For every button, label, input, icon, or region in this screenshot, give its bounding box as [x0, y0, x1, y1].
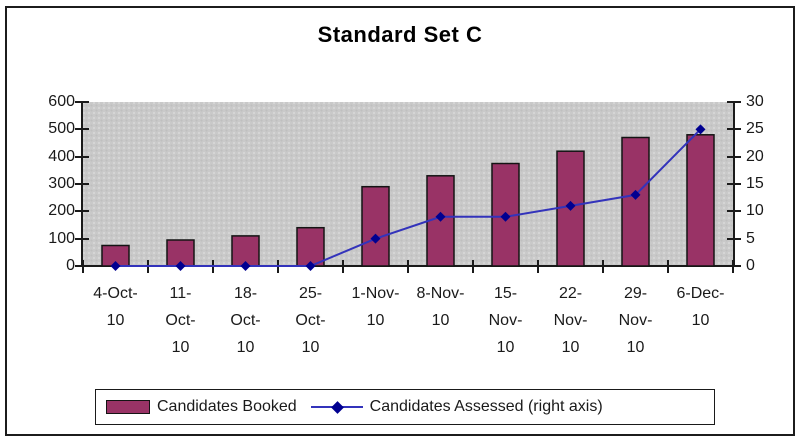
- right-axis-tick-label: 30: [746, 93, 764, 110]
- x-axis-tick: [472, 260, 474, 273]
- x-axis-category-label: 4-Oct- 10: [93, 285, 138, 329]
- x-axis-category-label: 15- Nov- 10: [488, 285, 523, 356]
- legend-label: Candidates Booked: [157, 398, 297, 415]
- diamond-marker-icon: [370, 233, 381, 244]
- legend-item-candidates-assessed: Candidates Assessed (right axis): [297, 398, 603, 416]
- left-axis-tick: [75, 237, 89, 240]
- diamond-marker-icon: [240, 261, 251, 271]
- bar-candidates-booked: [621, 136, 650, 267]
- legend-item-candidates-booked: Candidates Booked: [106, 398, 297, 416]
- diamond-marker-icon: [435, 211, 446, 222]
- left-axis-tick-label: 0: [66, 257, 75, 274]
- x-axis-category-label: 29- Nov- 10: [618, 285, 653, 356]
- right-axis-tick-label: 25: [746, 120, 764, 138]
- x-axis-category-label: 8-Nov- 10: [416, 285, 465, 329]
- x-axis-tick: [667, 260, 669, 273]
- bar-candidates-booked: [231, 235, 260, 267]
- x-axis-tick: [407, 260, 409, 273]
- right-axis-tick: [727, 101, 741, 103]
- left-axis-tick: [75, 128, 89, 131]
- diamond-marker-icon: [630, 189, 641, 200]
- diamond-marker-icon: [565, 200, 576, 211]
- x-axis-category-label: 22- Nov- 10: [553, 285, 588, 356]
- legend: Candidates Booked Candidates Assessed (r…: [95, 389, 715, 425]
- x-axis-category-label: 18- Oct- 10: [230, 285, 261, 356]
- bar-candidates-booked: [686, 134, 715, 267]
- diamond-marker-icon: [695, 124, 706, 135]
- bar-candidates-booked: [296, 226, 325, 267]
- line-candidates-assessed: [115, 128, 702, 267]
- x-axis-line: [77, 265, 741, 267]
- diamond-marker-icon: [330, 401, 344, 414]
- left-axis-tick-label: 200: [48, 202, 75, 220]
- right-axis-tick-label: 5: [746, 229, 755, 247]
- right-axis-tick: [727, 210, 741, 213]
- right-axis-tick: [727, 237, 741, 240]
- x-axis-tick: [537, 260, 539, 273]
- left-axis-tick-label: 500: [48, 120, 75, 138]
- right-axis-tick-label: 15: [746, 175, 764, 192]
- x-axis-tick: [342, 260, 344, 273]
- left-axis-tick-label: 600: [48, 93, 75, 110]
- chart-title: Standard Set C: [317, 22, 483, 47]
- bar-candidates-booked: [361, 185, 390, 267]
- right-axis-tick: [727, 128, 741, 131]
- line-diamond-swatch-icon: [310, 401, 363, 414]
- diamond-marker-icon: [500, 211, 511, 222]
- left-axis-tick: [75, 101, 89, 103]
- right-axis-tick-label: 10: [746, 202, 764, 220]
- x-axis-category-label: 6-Dec- 10: [676, 285, 725, 329]
- left-axis-tick: [75, 183, 89, 185]
- x-axis-category-label: 25- Oct- 10: [295, 285, 326, 356]
- right-axis-tick-label: 0: [746, 257, 755, 274]
- diamond-marker-icon: [305, 261, 316, 271]
- left-axis-tick-label: 400: [48, 147, 75, 165]
- diamond-marker-icon: [110, 261, 121, 271]
- plot-series-svg: [101, 124, 715, 271]
- left-axis-tick: [75, 155, 89, 158]
- left-axis-tick-label: 100: [48, 229, 75, 247]
- x-axis-tick: [732, 260, 734, 273]
- diamond-marker-icon: [175, 261, 186, 271]
- right-axis-tick: [727, 265, 741, 267]
- x-axis-category-label: 1-Nov- 10: [351, 285, 400, 329]
- right-axis-tick: [727, 183, 741, 185]
- bar-swatch-icon: [106, 400, 150, 414]
- x-axis-category-label: 11- Oct- 10: [165, 285, 196, 356]
- right-axis-tick-label: 20: [746, 147, 764, 165]
- x-axis-tick: [602, 260, 604, 273]
- left-axis-tick: [75, 210, 89, 213]
- left-axis-tick-label: 300: [48, 175, 75, 192]
- right-axis-tick: [727, 155, 741, 158]
- x-axis-tick: [82, 260, 84, 273]
- legend-label: Candidates Assessed (right axis): [369, 398, 603, 415]
